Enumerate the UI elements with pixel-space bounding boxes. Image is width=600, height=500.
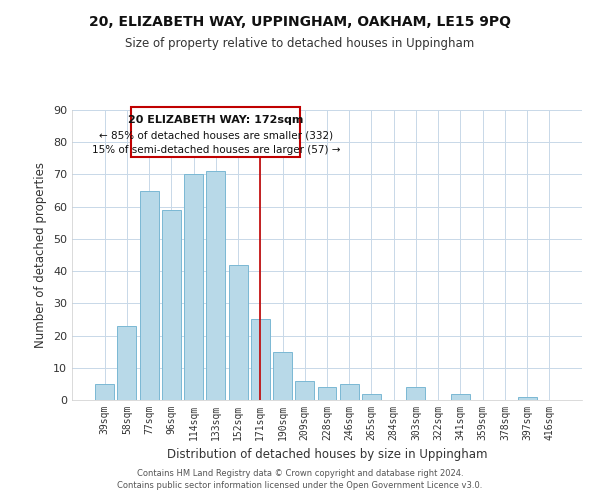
- Bar: [229, 264, 248, 400]
- Text: 20, ELIZABETH WAY, UPPINGHAM, OAKHAM, LE15 9PQ: 20, ELIZABETH WAY, UPPINGHAM, OAKHAM, LE…: [89, 15, 511, 29]
- Y-axis label: Number of detached properties: Number of detached properties: [34, 162, 47, 348]
- X-axis label: Distribution of detached houses by size in Uppingham: Distribution of detached houses by size …: [167, 448, 487, 462]
- Bar: [362, 394, 381, 400]
- Bar: [406, 387, 425, 400]
- Text: ← 85% of detached houses are smaller (332): ← 85% of detached houses are smaller (33…: [99, 131, 333, 141]
- Text: Size of property relative to detached houses in Uppingham: Size of property relative to detached ho…: [125, 38, 475, 51]
- Text: 15% of semi-detached houses are larger (57) →: 15% of semi-detached houses are larger (…: [92, 146, 340, 156]
- Text: 20 ELIZABETH WAY: 172sqm: 20 ELIZABETH WAY: 172sqm: [128, 115, 304, 125]
- Bar: [295, 380, 314, 400]
- Bar: [273, 352, 292, 400]
- Bar: [340, 384, 359, 400]
- Bar: [451, 394, 470, 400]
- Bar: [206, 171, 225, 400]
- Bar: [162, 210, 181, 400]
- Bar: [518, 397, 536, 400]
- Text: Contains HM Land Registry data © Crown copyright and database right 2024.: Contains HM Land Registry data © Crown c…: [137, 468, 463, 477]
- FancyBboxPatch shape: [131, 107, 301, 156]
- Bar: [140, 190, 158, 400]
- Text: Contains public sector information licensed under the Open Government Licence v3: Contains public sector information licen…: [118, 481, 482, 490]
- Bar: [118, 326, 136, 400]
- Bar: [184, 174, 203, 400]
- Bar: [317, 387, 337, 400]
- Bar: [251, 320, 270, 400]
- Bar: [95, 384, 114, 400]
